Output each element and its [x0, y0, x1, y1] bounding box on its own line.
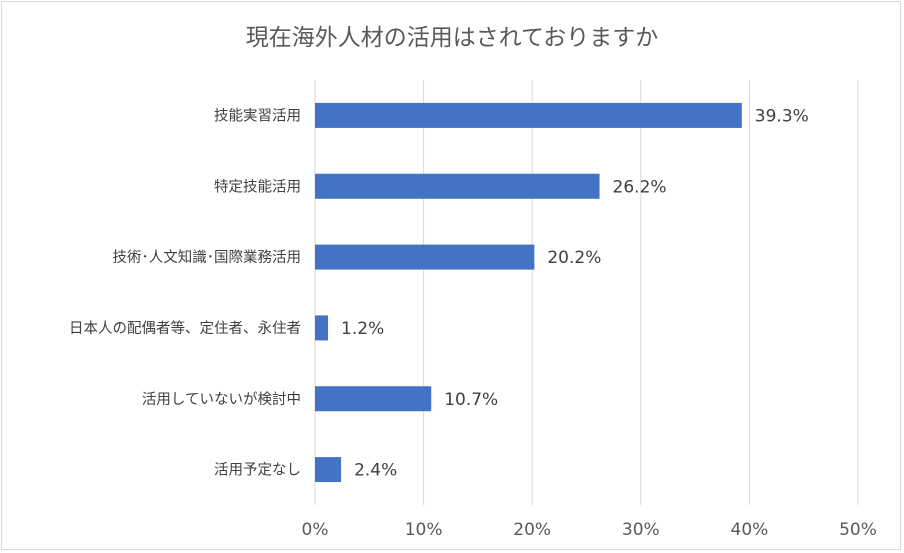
data-label-3: 1.2%: [341, 319, 384, 339]
category-label-1: 特定技能活用: [214, 178, 301, 195]
category-label-4: 活用していないが検討中: [142, 391, 301, 408]
bar-1: [315, 173, 600, 199]
data-label-0: 39.3%: [755, 106, 809, 126]
bar-4: [315, 386, 432, 412]
data-label-5: 2.4%: [354, 461, 397, 481]
x-tick-label-0: 0%: [302, 520, 329, 540]
x-tick-label-3: 30%: [622, 520, 660, 540]
category-label-3: 日本人の配偶者等、定住者、永住者: [69, 319, 301, 337]
x-tick-label-5: 50%: [839, 520, 877, 540]
category-label-0: 技能実習活用: [214, 107, 301, 124]
data-label-2: 20.2%: [547, 248, 601, 268]
bar-2: [315, 244, 535, 270]
bar-0: [315, 102, 742, 128]
bar-3: [315, 315, 329, 341]
x-tick-label-1: 10%: [405, 520, 443, 540]
x-tick-label-2: 20%: [513, 520, 551, 540]
chart-title: 現在海外人材の活用はされておりますか: [245, 25, 659, 51]
category-label-5: 活用予定なし: [214, 462, 301, 479]
bar-5: [315, 457, 342, 483]
x-tick-label-4: 40%: [731, 520, 769, 540]
data-label-1: 26.2%: [613, 177, 667, 197]
category-label-2: 技術･人文知識･国際業務活用: [113, 249, 302, 266]
data-label-4: 10.7%: [444, 390, 498, 410]
